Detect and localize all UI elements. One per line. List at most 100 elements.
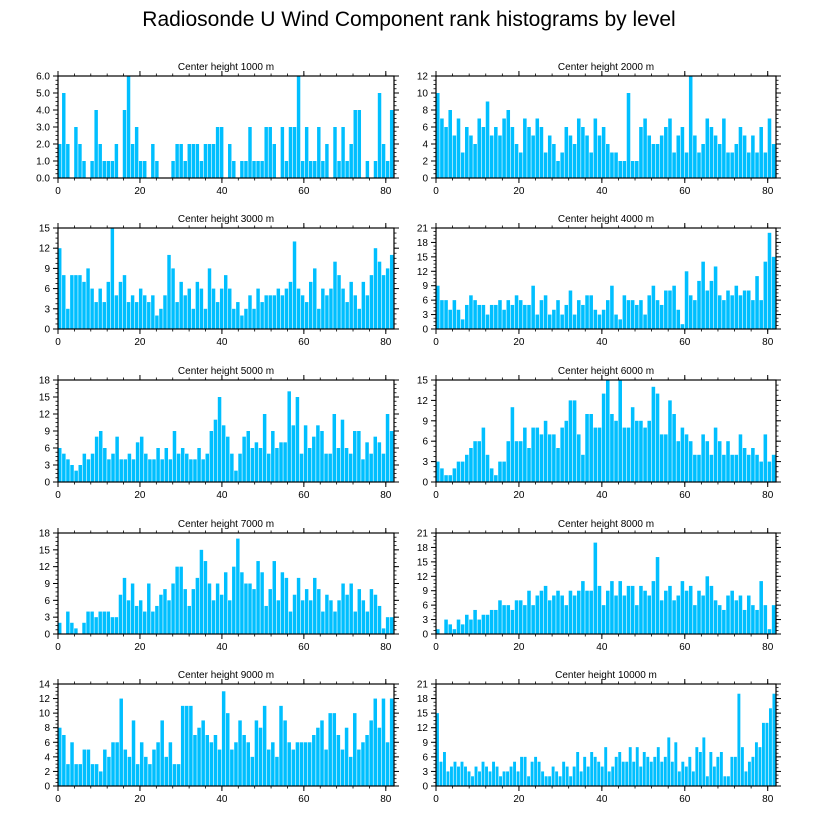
panel-title: Center height 7000 m <box>178 519 274 530</box>
histogram-bar <box>672 414 676 482</box>
histogram-bar <box>130 295 135 329</box>
histogram-bar <box>688 295 693 329</box>
y-tick-label: 15 <box>417 252 429 263</box>
histogram-bar <box>709 454 714 482</box>
histogram-bar <box>622 595 627 634</box>
histogram-bar <box>126 302 131 329</box>
histogram-bar <box>626 585 631 634</box>
histogram-bar <box>581 304 585 329</box>
y-tick-label: 12 <box>417 723 429 734</box>
histogram-bar <box>299 453 304 482</box>
histogram-bar <box>236 302 240 329</box>
y-tick-label: 12 <box>39 694 51 705</box>
histogram-bar <box>601 605 606 634</box>
y-tick-label: 0 <box>44 325 50 336</box>
histogram-bar <box>332 713 337 786</box>
histogram-bar <box>460 152 465 178</box>
histogram-bar <box>389 617 394 634</box>
histogram-bar <box>664 290 668 329</box>
histogram-bar <box>489 468 494 482</box>
histogram-bar <box>676 135 681 178</box>
histogram-bar <box>668 290 672 329</box>
histogram-bar <box>535 427 540 482</box>
histogram-bar <box>385 742 390 786</box>
histogram-bar <box>755 276 759 329</box>
histogram-bar <box>693 300 697 329</box>
histogram-bar <box>541 771 545 786</box>
histogram-bar <box>275 448 279 482</box>
histogram-bar <box>684 434 689 482</box>
histogram-bar <box>681 761 685 786</box>
histogram-bar <box>697 152 701 178</box>
histogram-bar <box>601 309 606 329</box>
histogram-bar <box>509 766 513 786</box>
histogram-bar <box>514 600 519 634</box>
y-tick-label: 9 <box>422 281 428 292</box>
histogram-bar <box>321 161 325 178</box>
y-tick-label: 12 <box>417 72 429 83</box>
histogram-bar <box>663 756 667 786</box>
histogram-bar <box>381 275 386 329</box>
histogram-bar <box>115 742 119 786</box>
histogram-bar <box>659 135 664 178</box>
histogram-bar <box>456 309 461 329</box>
histogram-bar <box>148 459 152 482</box>
histogram-bar <box>436 713 439 786</box>
histogram-bar <box>82 622 86 634</box>
histogram-bar <box>506 605 511 634</box>
histogram-bar <box>556 161 560 178</box>
histogram-bar <box>223 572 228 634</box>
histogram-bar <box>143 161 147 178</box>
histogram-bar <box>734 144 739 178</box>
histogram-bar <box>655 300 660 329</box>
histogram-bar <box>381 453 386 482</box>
histogram-bar <box>317 589 321 634</box>
histogram-bar <box>556 300 560 329</box>
histogram-bar <box>680 127 685 178</box>
histogram-bar <box>266 749 271 786</box>
histogram-bar <box>726 595 730 634</box>
histogram-bar <box>668 118 672 178</box>
histogram-bar <box>292 241 297 329</box>
histogram-bar <box>86 611 90 634</box>
histogram-bar <box>562 761 566 786</box>
histogram-bar <box>523 118 527 178</box>
y-tick-label: 9 <box>44 264 50 275</box>
histogram-bar <box>329 600 333 634</box>
histogram-bar <box>90 453 95 482</box>
histogram-bar <box>234 742 238 786</box>
histogram-bar <box>348 756 353 786</box>
histogram-bar <box>705 441 710 482</box>
x-tick-label: 20 <box>134 642 146 653</box>
histogram-bar <box>151 611 155 634</box>
histogram-bar <box>86 749 91 786</box>
histogram-bar <box>280 295 285 329</box>
histogram-bar <box>102 611 106 634</box>
histogram-bar <box>86 459 91 482</box>
histogram-bar <box>481 304 486 329</box>
histogram-bar <box>288 281 293 329</box>
histogram-bar <box>189 705 193 786</box>
x-tick-label: 0 <box>55 642 61 653</box>
histogram-bar <box>385 161 390 178</box>
histogram-bar <box>307 448 312 482</box>
y-tick-label: 4 <box>422 140 428 151</box>
histogram-bar <box>106 161 111 178</box>
histogram-bar <box>539 127 544 178</box>
histogram-bar <box>159 308 163 329</box>
x-tick-label: 20 <box>134 337 146 348</box>
histogram-bar <box>94 110 98 178</box>
histogram-bar <box>457 766 460 786</box>
histogram-bar <box>377 442 382 482</box>
x-tick-label: 60 <box>298 186 310 197</box>
histogram-bar <box>439 761 443 786</box>
histogram-bar <box>440 300 444 329</box>
histogram-bar <box>730 454 734 482</box>
histogram-bar <box>643 590 647 634</box>
histogram-bar <box>369 453 373 482</box>
histogram-bar <box>655 557 660 634</box>
histogram-bar <box>606 144 610 178</box>
histogram-bar <box>478 771 481 786</box>
histogram-bar <box>552 595 556 634</box>
histogram-bar <box>488 771 492 786</box>
